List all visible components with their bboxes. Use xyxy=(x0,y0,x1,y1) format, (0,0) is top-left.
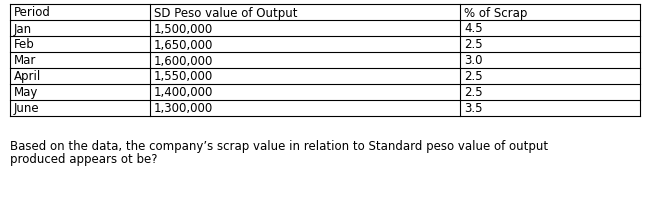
Text: Feb: Feb xyxy=(14,38,35,51)
Text: 1,400,000: 1,400,000 xyxy=(154,86,214,99)
Text: 2.5: 2.5 xyxy=(464,38,483,51)
Text: 2.5: 2.5 xyxy=(464,86,483,99)
Text: 4.5: 4.5 xyxy=(464,22,483,35)
Text: 3.5: 3.5 xyxy=(464,102,482,115)
Text: SD Peso value of Output: SD Peso value of Output xyxy=(154,6,297,19)
Text: 1,500,000: 1,500,000 xyxy=(154,22,214,35)
Text: Jan: Jan xyxy=(14,22,32,35)
Text: Based on the data, the company’s scrap value in relation to Standard peso value : Based on the data, the company’s scrap v… xyxy=(10,139,548,152)
Text: Mar: Mar xyxy=(14,54,36,67)
Text: May: May xyxy=(14,86,38,99)
Text: % of Scrap: % of Scrap xyxy=(464,6,528,19)
Text: June: June xyxy=(14,102,40,115)
Text: 1,550,000: 1,550,000 xyxy=(154,70,214,83)
Text: 1,600,000: 1,600,000 xyxy=(154,54,214,67)
Text: 1,650,000: 1,650,000 xyxy=(154,38,214,51)
Text: 2.5: 2.5 xyxy=(464,70,483,83)
Text: Period: Period xyxy=(14,6,51,19)
Text: produced appears ot be?: produced appears ot be? xyxy=(10,153,158,165)
Text: 3.0: 3.0 xyxy=(464,54,482,67)
Text: 1,300,000: 1,300,000 xyxy=(154,102,214,115)
Text: April: April xyxy=(14,70,42,83)
